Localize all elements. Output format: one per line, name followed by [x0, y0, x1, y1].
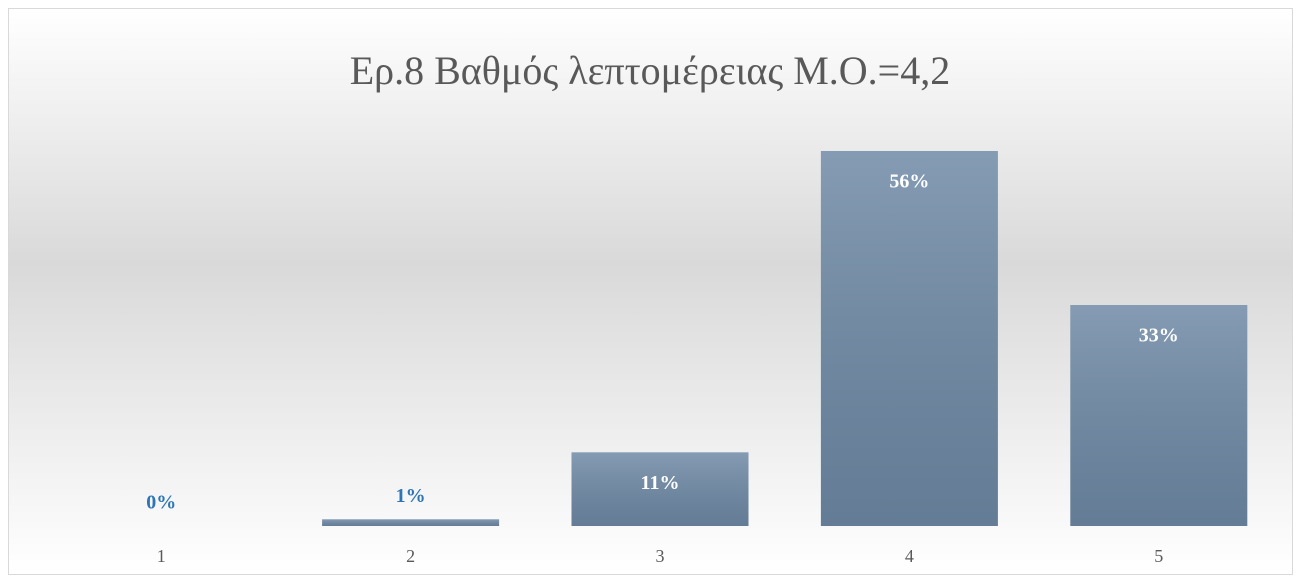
chart-title: Ερ.8 Βαθμός λεπτομέρειας Μ.Ο.=4,2	[350, 48, 951, 93]
bar-shade	[820, 151, 998, 526]
data-label: 56%	[889, 171, 929, 193]
data-label: 0%	[146, 492, 176, 514]
x-tick-label: 5	[1154, 546, 1163, 566]
x-tick-label: 4	[905, 546, 914, 566]
bar-shade	[322, 519, 500, 526]
data-label: 11%	[641, 472, 680, 494]
bar-shade	[571, 452, 749, 526]
data-label: 1%	[396, 485, 426, 507]
data-label: 33%	[1139, 325, 1179, 347]
bar-shade	[1070, 305, 1248, 526]
x-tick-label: 1	[157, 546, 166, 566]
x-tick-label: 2	[406, 546, 415, 566]
x-tick-label: 3	[656, 546, 665, 566]
